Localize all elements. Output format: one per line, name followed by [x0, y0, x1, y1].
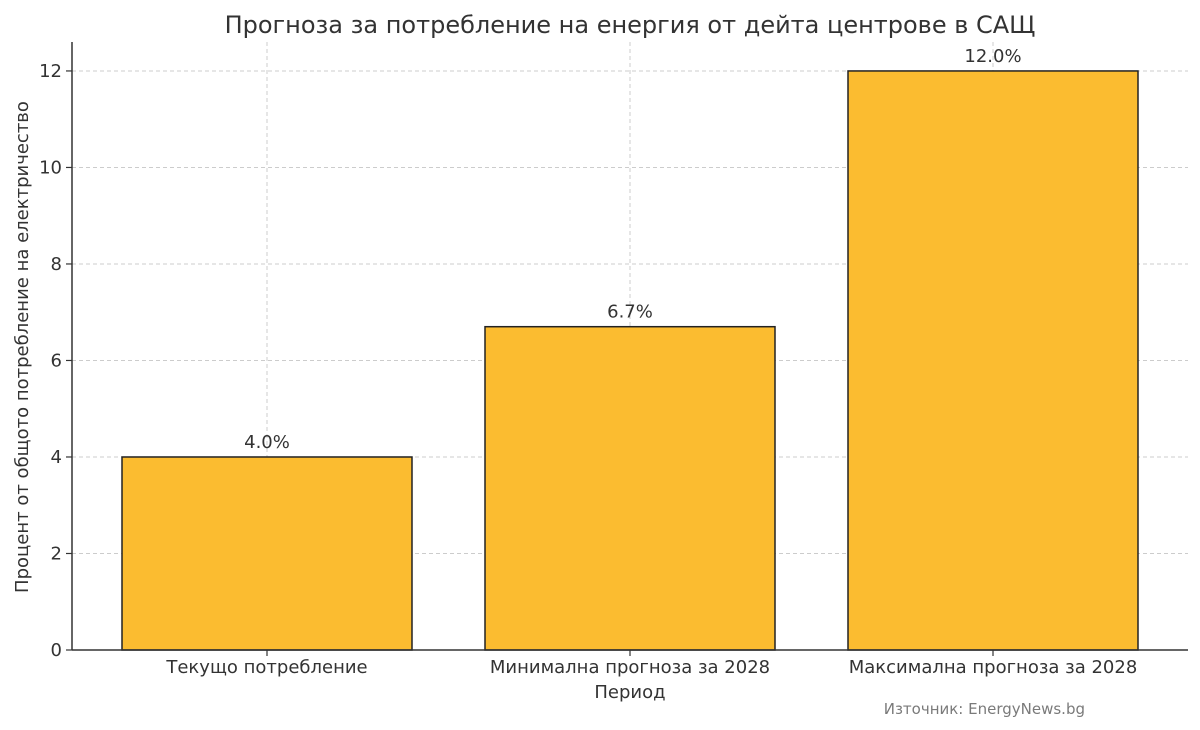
- y-tick-label-5: 10: [39, 157, 62, 178]
- x-ticks: Текущо потребление Минимална прогноза за …: [165, 650, 1137, 678]
- bar-2: [847, 70, 1139, 651]
- y-axis-label: Процент от общото потребление на електри…: [12, 101, 33, 593]
- bar-0: [121, 456, 413, 651]
- source-note: Източник: EnergyNews.bg: [884, 700, 1085, 718]
- data-labels: 4.0% 6.7% 12.0%: [244, 46, 1021, 453]
- y-tick-label-6: 12: [39, 61, 62, 82]
- chart-title: Прогноза за потребление на енергия от де…: [225, 11, 1036, 39]
- bar-1: [484, 325, 776, 651]
- y-tick-label-1: 2: [51, 543, 62, 564]
- data-label-0: 4.0%: [244, 432, 290, 453]
- x-tick-label-0: Текущо потребление: [165, 657, 367, 678]
- y-tick-label-2: 4: [51, 447, 62, 468]
- y-tick-label-4: 8: [51, 254, 62, 275]
- y-tick-label-0: 0: [51, 640, 62, 661]
- data-label-1: 6.7%: [607, 302, 653, 323]
- x-tick-label-1: Минимална прогноза за 2028: [490, 657, 770, 678]
- bars: [121, 70, 1139, 651]
- x-axis-label: Период: [594, 682, 665, 703]
- data-label-2: 12.0%: [964, 46, 1021, 67]
- y-tick-label-3: 6: [51, 350, 62, 371]
- y-ticks: 0 2 4 6 8 10 12: [39, 61, 72, 661]
- x-tick-label-2: Максимална прогноза за 2028: [849, 657, 1138, 678]
